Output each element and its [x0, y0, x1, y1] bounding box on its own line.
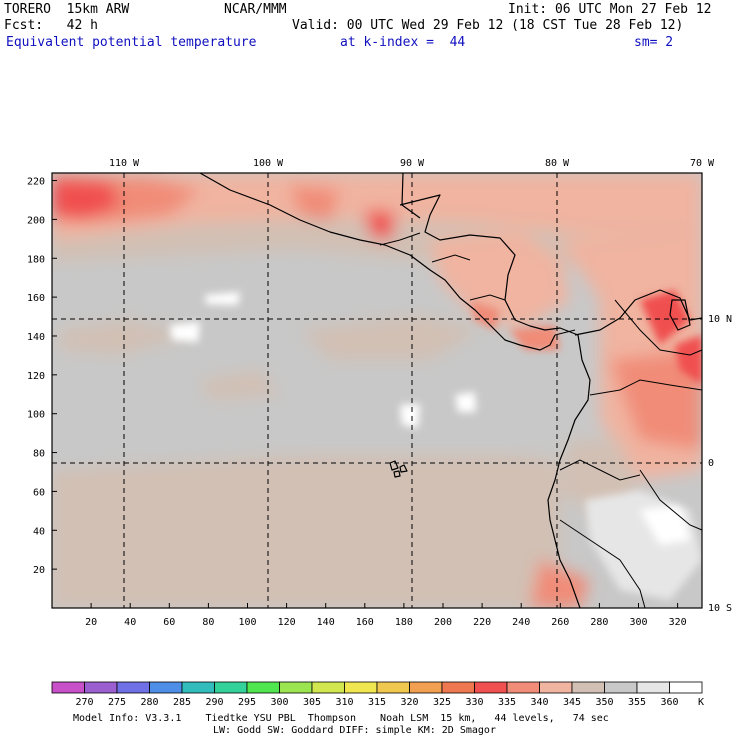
lat-label-10s: 10 S	[708, 603, 732, 614]
colorbar-swatch	[474, 681, 508, 694]
x-tick-label: 260	[551, 617, 569, 628]
colorbar-swatch	[539, 681, 573, 694]
colorbar-swatch	[344, 681, 378, 694]
organization: NCAR/MMM	[224, 2, 287, 17]
colorbar-level-label: 290	[205, 697, 223, 708]
colorbar-level-label: 340	[530, 697, 548, 708]
lon-label-90w: 90 W	[400, 158, 425, 169]
lat-label-0: 0	[708, 458, 714, 469]
colorbar-level-label: 300	[270, 697, 288, 708]
x-tick-label: 60	[163, 617, 175, 628]
colorbar-swatch	[311, 681, 345, 694]
colorbar-swatch	[636, 681, 670, 694]
colorbar-level-label: 320	[400, 697, 418, 708]
lat-label-10n: 10 N	[708, 314, 732, 325]
x-tick-label: 120	[278, 617, 296, 628]
colorbar-level-label: 330	[465, 697, 483, 708]
x-tick-label: 20	[85, 617, 97, 628]
y-tick-label: 160	[27, 293, 45, 304]
colorbar-unit: K	[698, 697, 704, 708]
y-tick-label: 80	[33, 449, 45, 460]
y-tick-label: 120	[27, 371, 45, 382]
lon-label-70w: 70 W	[690, 158, 715, 169]
colorbar-swatch	[571, 681, 605, 694]
colorbar-swatch	[669, 681, 703, 694]
colorbar-swatch	[181, 681, 215, 694]
lon-label-100w: 100 W	[253, 158, 284, 169]
init-time: Init: 06 UTC Mon 27 Feb 12	[508, 2, 712, 17]
valid-time: Valid: 00 UTC Wed 29 Feb 12 (18 CST Tue …	[292, 18, 684, 33]
forecast-hour: Fcst: 42 h	[4, 18, 98, 33]
lon-label-80w: 80 W	[545, 158, 570, 169]
colorbar-level-label: 335	[498, 697, 516, 708]
colorbar-swatch	[246, 681, 280, 694]
x-tick-label: 320	[669, 617, 687, 628]
y-tick-label: 40	[33, 526, 45, 537]
colorbar-swatch	[149, 681, 183, 694]
x-tick-label: 220	[473, 617, 491, 628]
colorbar-level-label: 325	[433, 697, 451, 708]
colorbar-level-label: 310	[335, 697, 353, 708]
colorbar-swatch	[84, 681, 118, 694]
colorbar-level-label: 285	[173, 697, 191, 708]
x-tick-label: 240	[512, 617, 530, 628]
colorbar-level-label: 280	[140, 697, 158, 708]
y-tick-label: 20	[33, 565, 45, 576]
colorbar-level-label: 275	[108, 697, 126, 708]
y-tick-label: 140	[27, 332, 45, 343]
x-tick-label: 280	[590, 617, 608, 628]
x-tick-label: 300	[629, 617, 647, 628]
theta-e-field	[52, 173, 702, 608]
colorbar-swatch	[279, 681, 313, 694]
colorbar-level-label: 295	[238, 697, 256, 708]
colorbar-swatch	[506, 681, 540, 694]
colorbar-swatch	[116, 681, 150, 694]
colorbar-level-label: 315	[368, 697, 386, 708]
x-tick-label: 180	[395, 617, 413, 628]
colorbar-swatch	[51, 681, 85, 694]
colorbar-level-label: 350	[595, 697, 613, 708]
country-borders	[379, 232, 703, 609]
colorbar-swatch	[409, 681, 443, 694]
colorbar-level-label: 270	[75, 697, 93, 708]
map-frame	[51, 172, 703, 609]
colorbar-swatch	[376, 681, 410, 694]
y-tick-label: 180	[27, 254, 45, 265]
model-info-line2: LW: Godd SW: Goddard DIFF: simple KM: 2D…	[213, 725, 496, 736]
x-tick-label: 100	[238, 617, 256, 628]
model-info-line1: Model Info: V3.3.1 Tiedtke YSU PBL Thomp…	[73, 713, 609, 724]
colorbar-level-label: 360	[660, 697, 678, 708]
y-tick-label: 220	[27, 177, 45, 188]
colorbar-swatch	[214, 681, 248, 694]
field-name: Equivalent potential temperature	[6, 35, 257, 50]
lon-label-110w: 110 W	[109, 158, 140, 169]
colorbar-level-label: 305	[303, 697, 321, 708]
colorbar-level-label: 355	[628, 697, 646, 708]
x-tick-label: 200	[434, 617, 452, 628]
colorbar-swatch	[441, 681, 475, 694]
y-tick-label: 100	[27, 410, 45, 421]
colorbar-swatch	[604, 681, 638, 694]
smoothing-label: sm= 2	[634, 35, 674, 50]
y-tick-label: 200	[27, 215, 45, 226]
graticule	[52, 173, 702, 608]
model-name: TORERO 15km ARW	[4, 2, 130, 17]
x-tick-label: 40	[124, 617, 136, 628]
y-tick-label: 60	[33, 487, 45, 498]
level-label: at k-index = 44	[340, 35, 466, 50]
x-tick-label: 160	[356, 617, 374, 628]
colorbar-level-label: 345	[563, 697, 581, 708]
x-tick-label: 80	[202, 617, 214, 628]
x-tick-label: 140	[317, 617, 335, 628]
